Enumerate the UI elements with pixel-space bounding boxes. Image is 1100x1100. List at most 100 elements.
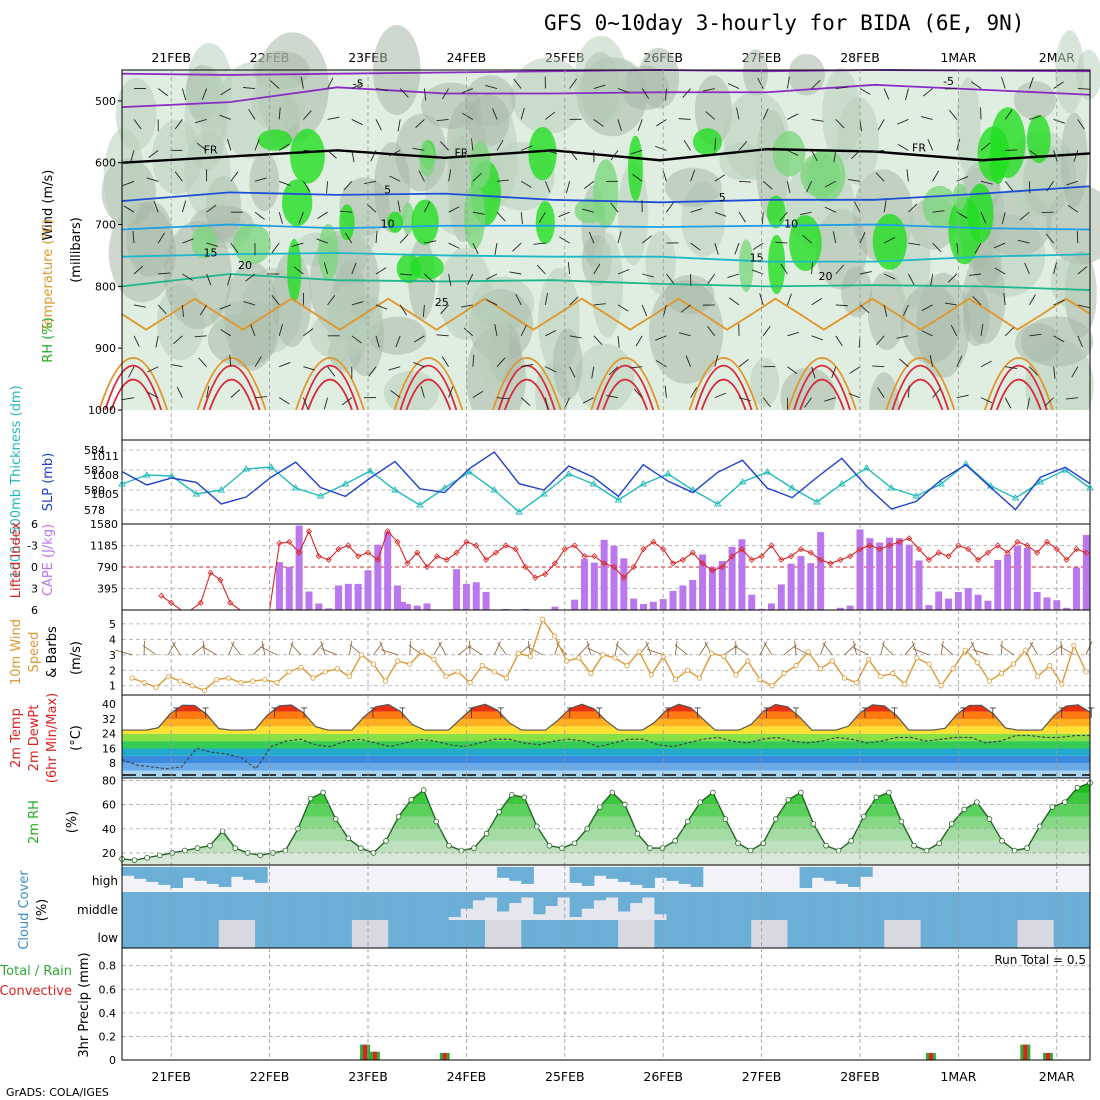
wind-axis-label-3: & Barbs bbox=[45, 626, 60, 678]
cloud-low bbox=[908, 920, 922, 948]
wind-barb bbox=[678, 118, 691, 120]
cloud-low bbox=[956, 920, 970, 948]
wind-barb bbox=[705, 111, 716, 120]
wind-barb bbox=[714, 174, 726, 182]
wind-barb bbox=[1029, 149, 1040, 158]
cloud-high bbox=[158, 867, 171, 885]
cloud-low bbox=[593, 920, 607, 948]
cape-bar bbox=[974, 594, 982, 610]
bottom-date-26FEB: 26FEB bbox=[643, 1069, 683, 1084]
wind-barb bbox=[786, 181, 791, 194]
rh-point bbox=[358, 845, 364, 851]
rh-shade bbox=[750, 357, 780, 407]
wind-barb bbox=[422, 304, 425, 317]
wind-barb bbox=[472, 354, 475, 367]
wind-barb bbox=[492, 108, 498, 120]
wind-barb bbox=[545, 149, 558, 154]
lifted-index-point bbox=[709, 567, 716, 574]
thickness-point bbox=[217, 486, 226, 493]
wind-barb bbox=[761, 212, 764, 225]
rh-point bbox=[521, 794, 528, 801]
cloud-middle-gap bbox=[593, 900, 607, 920]
wind-barb bbox=[1046, 181, 1054, 192]
wind-speed-point bbox=[636, 649, 642, 655]
isotherm-dome bbox=[104, 364, 163, 411]
wind-barb bbox=[1073, 150, 1079, 162]
cloud-low bbox=[860, 920, 873, 948]
temperature-band bbox=[122, 697, 1090, 704]
wind-barb bbox=[199, 304, 207, 316]
surface-wind-barb bbox=[379, 641, 386, 655]
wind-barb bbox=[787, 113, 799, 120]
rh-point bbox=[332, 816, 339, 822]
cloud-low bbox=[727, 920, 740, 948]
wind-barb bbox=[220, 329, 232, 337]
lifted-index-point bbox=[374, 556, 381, 563]
wind-barb bbox=[655, 360, 667, 368]
cloud-low bbox=[448, 920, 462, 948]
wind-speed-point bbox=[407, 661, 413, 667]
cloud-middle bbox=[243, 892, 256, 920]
wind-barb bbox=[824, 206, 836, 213]
wind-speed-point bbox=[890, 670, 896, 676]
rh-point bbox=[672, 838, 678, 844]
cape-bar bbox=[295, 525, 303, 610]
wind-barb bbox=[1077, 119, 1085, 130]
slp-background bbox=[122, 440, 1090, 524]
wind-barb bbox=[666, 202, 674, 213]
precip-convective-bar bbox=[372, 1051, 377, 1060]
lifted-index-point bbox=[286, 538, 293, 545]
wind-barb bbox=[714, 392, 727, 399]
cloud-middle bbox=[751, 892, 764, 920]
thickness-point bbox=[614, 496, 623, 503]
wind-barb bbox=[441, 356, 449, 367]
wind-barb bbox=[950, 325, 958, 337]
wind-speed-point bbox=[733, 672, 739, 678]
wind-barb bbox=[811, 261, 813, 275]
wind-barb bbox=[227, 273, 232, 286]
wind-barb bbox=[584, 180, 595, 190]
thickness-point bbox=[440, 484, 449, 491]
lifted-index-point bbox=[305, 528, 313, 535]
isotherm-dome bbox=[503, 378, 550, 411]
lifted-index-point bbox=[817, 556, 824, 563]
wind-barb bbox=[1053, 150, 1058, 162]
wind-barb bbox=[632, 173, 643, 182]
surface-wind-barb bbox=[880, 641, 885, 655]
wind-barb bbox=[811, 297, 822, 306]
rh-shade bbox=[1013, 81, 1057, 120]
wind-barb bbox=[486, 273, 498, 280]
wind-barb bbox=[448, 169, 452, 182]
rh-shade bbox=[552, 328, 583, 401]
wind-barb bbox=[395, 335, 401, 348]
rh-point bbox=[534, 823, 540, 830]
wind-tick-2: 2 bbox=[109, 664, 116, 677]
cloud-low bbox=[823, 920, 837, 948]
cloud-low bbox=[569, 920, 583, 948]
wind-barb bbox=[520, 180, 532, 188]
isotherm-dome bbox=[897, 378, 944, 411]
thickness-point bbox=[788, 484, 796, 491]
wind-barb bbox=[471, 138, 474, 151]
isotherm-dome bbox=[694, 364, 753, 411]
wind-barb bbox=[448, 206, 460, 213]
isotherm-label: FR bbox=[912, 142, 926, 155]
wind-barb bbox=[545, 111, 556, 120]
surface-wind-barb bbox=[228, 641, 235, 655]
wind-barb bbox=[327, 116, 340, 120]
temperature-band bbox=[122, 733, 1090, 742]
cloud-middle bbox=[932, 892, 946, 920]
temperature-tick-16: 16 bbox=[102, 742, 116, 755]
wind-barb bbox=[463, 327, 474, 337]
temperature-band bbox=[122, 718, 1090, 727]
rh-point bbox=[483, 830, 490, 837]
wind-barb bbox=[883, 88, 890, 100]
cloud-high bbox=[146, 867, 159, 882]
cloud-high bbox=[243, 867, 256, 880]
wind-barb bbox=[566, 181, 571, 193]
wind-barb bbox=[738, 397, 751, 402]
surface-wind-barb bbox=[469, 640, 471, 655]
thickness-point bbox=[738, 478, 747, 485]
wind-barb bbox=[787, 331, 800, 337]
isotherm-dome bbox=[885, 357, 956, 411]
